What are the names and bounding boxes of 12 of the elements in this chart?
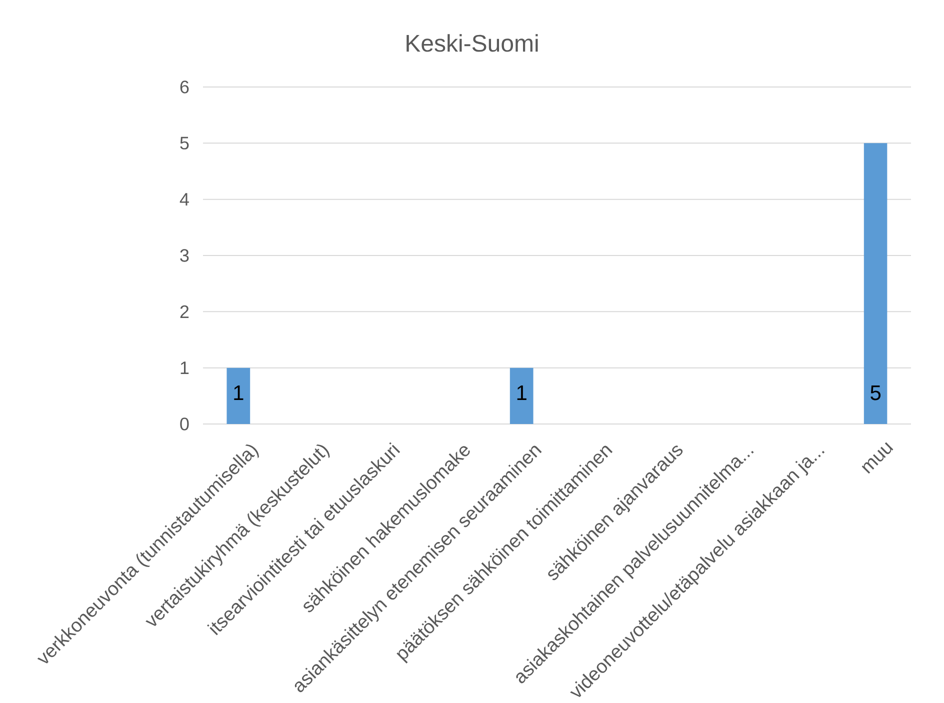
data-label: 5 (870, 386, 881, 400)
y-tick-label: 4 (180, 193, 189, 206)
y-tick-label: 0 (180, 418, 189, 430)
data-label: 1 (234, 386, 244, 400)
y-tick-label: 1 (180, 362, 189, 374)
y-tick-label: 6 (180, 80, 189, 94)
chart-title: Keski-Suomi (406, 34, 538, 52)
y-tick-label: 2 (180, 305, 189, 318)
y-tick-label: 5 (180, 136, 189, 150)
y-tick-label: 3 (180, 249, 189, 262)
x-tick-label: muu (862, 442, 894, 474)
data-label: 1 (517, 386, 526, 400)
